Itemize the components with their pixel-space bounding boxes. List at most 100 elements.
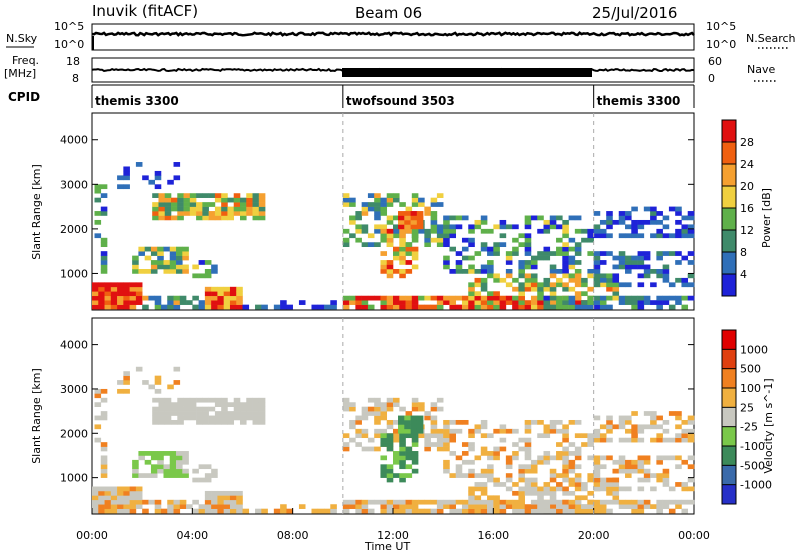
power-cell xyxy=(393,295,400,301)
velocity-cell xyxy=(393,473,400,478)
power-cell xyxy=(455,224,463,230)
power-cell xyxy=(386,260,394,265)
velocity-cell xyxy=(171,406,178,412)
power-cell xyxy=(132,255,139,261)
power-cell xyxy=(167,300,174,305)
velocity-cell xyxy=(380,402,388,407)
velocity-cell xyxy=(675,455,682,461)
velocity-cell xyxy=(386,504,394,509)
power-cell xyxy=(342,202,350,207)
power-cell xyxy=(393,233,400,239)
velocity-cell xyxy=(229,490,237,496)
velocity-cell xyxy=(637,477,645,483)
power-cell xyxy=(499,304,507,310)
power-cell xyxy=(405,304,413,310)
power-heatmap-cells xyxy=(92,162,695,310)
power-cell xyxy=(543,286,551,292)
velocity-cell xyxy=(468,433,475,439)
velocity-cell xyxy=(386,499,394,505)
velocity-cell xyxy=(487,451,494,456)
power-cell xyxy=(524,264,532,270)
velocity-cell xyxy=(493,499,500,505)
velocity-cell xyxy=(474,428,482,434)
velocity-cell xyxy=(625,428,632,434)
velocity-cell xyxy=(599,477,607,483)
power-cell xyxy=(543,304,551,310)
velocity-cell xyxy=(599,508,607,514)
velocity-cell xyxy=(380,406,388,412)
velocity-cell xyxy=(618,499,626,505)
power-cell xyxy=(374,193,381,198)
velocity-cell xyxy=(430,402,438,407)
velocity-cell xyxy=(543,459,551,465)
velocity-cell xyxy=(152,419,159,425)
power-cell xyxy=(512,246,519,252)
velocity-cell xyxy=(618,415,626,421)
power-cell xyxy=(675,277,682,283)
power-cell xyxy=(480,228,488,234)
power-cell xyxy=(196,193,203,198)
power-cell xyxy=(530,277,538,283)
power-cell xyxy=(574,246,582,252)
cpid-segment-label: twofsound 3503 xyxy=(346,94,455,108)
velocity-cell xyxy=(214,397,222,403)
velocity-cell xyxy=(135,366,143,372)
velocity-cell xyxy=(163,473,171,478)
power-cell xyxy=(518,273,525,279)
power-cell xyxy=(618,295,626,301)
power-cell xyxy=(94,233,102,239)
velocity-cell xyxy=(549,508,557,514)
velocity-cell xyxy=(123,375,130,381)
power-cell xyxy=(229,291,237,297)
power-cell xyxy=(158,193,166,198)
velocity-cell xyxy=(562,486,569,492)
power-cell xyxy=(233,211,241,216)
velocity-cell xyxy=(587,473,594,478)
power-cell xyxy=(637,295,645,301)
velocity-cell xyxy=(223,508,231,514)
power-cell xyxy=(227,197,235,203)
velocity-cell xyxy=(380,411,388,416)
power-cell xyxy=(258,206,266,212)
velocity-cell xyxy=(662,428,670,434)
power-cell xyxy=(157,264,164,270)
velocity-cell xyxy=(361,508,369,514)
velocity-cell xyxy=(599,486,607,492)
power-cell xyxy=(204,295,212,301)
power-cell xyxy=(135,295,143,301)
velocity-cell xyxy=(280,508,287,514)
power-cell xyxy=(568,295,576,301)
power-cell xyxy=(152,193,159,198)
power-cell xyxy=(537,286,544,292)
power-cell xyxy=(499,277,507,283)
velocity-cell xyxy=(524,490,532,496)
power-cell xyxy=(217,286,224,292)
velocity-cell xyxy=(393,499,400,505)
velocity-cell xyxy=(424,415,431,421)
power-cell xyxy=(189,197,197,203)
power-cell xyxy=(656,219,663,225)
power-cell xyxy=(612,277,620,283)
velocity-cell xyxy=(487,495,494,501)
power-cell xyxy=(606,251,613,256)
power-cell xyxy=(687,251,695,256)
power-cell xyxy=(217,300,224,305)
power-cell xyxy=(202,193,209,198)
velocity-cell xyxy=(430,499,438,505)
power-cell xyxy=(593,233,601,239)
power-cell xyxy=(349,215,356,221)
power-cell xyxy=(512,286,519,292)
velocity-cell xyxy=(505,477,513,483)
velocity-cell xyxy=(94,424,102,430)
power-cell xyxy=(468,295,475,301)
power-cell xyxy=(411,202,419,207)
velocity-cell xyxy=(468,495,475,501)
power-cell xyxy=(361,304,369,310)
velocity-cell xyxy=(549,499,557,505)
power-cell xyxy=(227,211,235,216)
power-cell xyxy=(562,233,569,239)
velocity-cell xyxy=(593,508,601,514)
power-cell xyxy=(182,246,189,252)
power-cell xyxy=(549,300,557,305)
